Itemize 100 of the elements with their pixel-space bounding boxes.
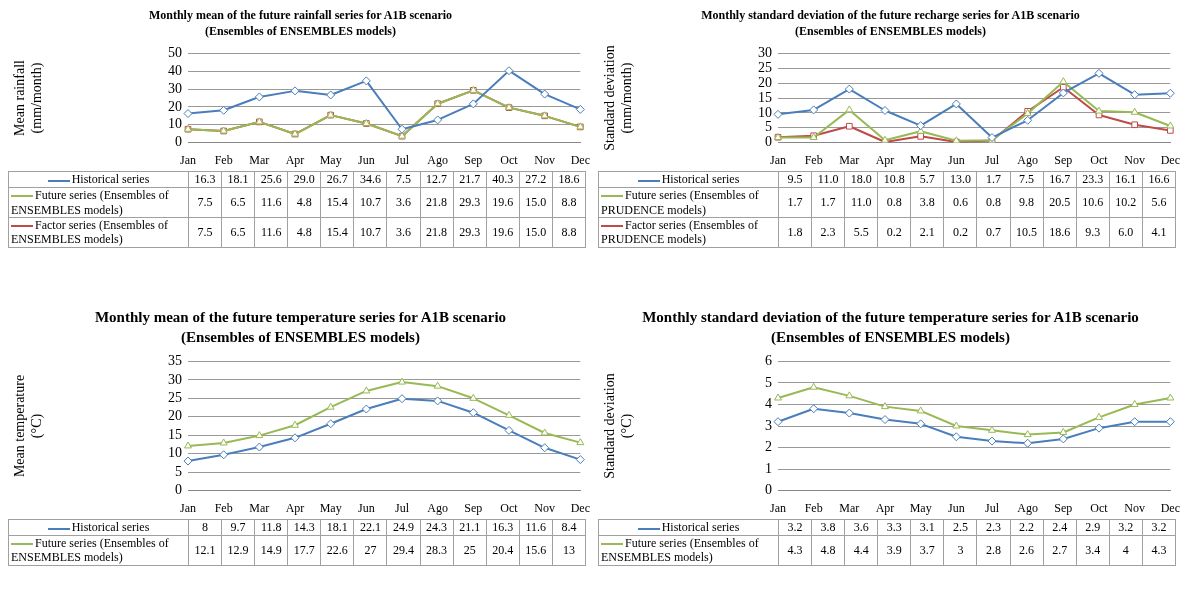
data-label: 8 bbox=[188, 519, 222, 536]
data-label: 15.4 bbox=[320, 187, 354, 218]
data-label: 3.7 bbox=[910, 535, 944, 566]
data-label: 0.8 bbox=[877, 187, 911, 218]
legend-label: Future series (Ensembles of ENSEMBLES models) bbox=[601, 536, 759, 565]
data-label: 21.8 bbox=[420, 217, 454, 248]
data-label: 3.6 bbox=[386, 217, 421, 248]
data-label: 2.3 bbox=[811, 217, 845, 248]
data-label: 3.2 bbox=[1142, 519, 1176, 536]
x-tick-label: Sep bbox=[464, 153, 483, 168]
data-label: 3.1 bbox=[910, 519, 944, 536]
x-tick-label: Jul bbox=[395, 153, 410, 168]
x-tick-label: Jul bbox=[985, 500, 1000, 515]
x-tick-label: Apr bbox=[875, 500, 895, 515]
x-tick-label: Jun bbox=[948, 153, 965, 168]
x-tick-label: Apr bbox=[875, 153, 895, 168]
data-label: 4.8 bbox=[811, 535, 845, 566]
legend-label: Future series (Ensembles of PRUDENCE models) bbox=[601, 188, 759, 217]
data-label: 23.3 bbox=[1076, 171, 1110, 188]
data-label: 14.3 bbox=[287, 519, 321, 536]
data-label: 1.8 bbox=[778, 217, 812, 248]
data-label: 3.3 bbox=[877, 519, 911, 536]
data-label: 21.1 bbox=[453, 519, 487, 536]
y-tick-label: 0 bbox=[175, 482, 182, 498]
x-tick-label: May bbox=[319, 500, 342, 515]
y-axis-title: Standard deviation (°C) bbox=[602, 373, 635, 479]
x-tick-label: Mar bbox=[249, 500, 270, 515]
data-label: 2.5 bbox=[943, 519, 977, 536]
y-tick-label: 25 bbox=[758, 60, 772, 76]
data-label: 10.6 bbox=[1076, 187, 1110, 218]
data-label: 9.7 bbox=[221, 519, 255, 536]
data-label: 10.5 bbox=[1010, 217, 1044, 248]
data-label: 18.0 bbox=[844, 171, 878, 188]
legend-label: Historical series bbox=[71, 172, 150, 187]
y-tick-label: 5 bbox=[765, 374, 772, 390]
x-tick-label: Jan bbox=[180, 153, 196, 168]
data-label: 6.0 bbox=[1109, 217, 1143, 248]
data-label: 7.5 bbox=[386, 171, 421, 188]
data-label: 2.4 bbox=[1043, 519, 1077, 536]
data-label: 40.3 bbox=[486, 171, 520, 188]
x-tick-label: Jun bbox=[358, 500, 375, 515]
x-tick-label: Nov bbox=[534, 500, 556, 515]
data-label: 11.0 bbox=[844, 187, 878, 218]
y-tick-label: 0 bbox=[175, 134, 182, 150]
y-tick-label: 25 bbox=[168, 389, 182, 405]
x-tick-label: Dec bbox=[1160, 153, 1180, 168]
y-tick-label: 20 bbox=[168, 98, 182, 114]
chart-title: Monthly mean of the future temperature series for A1B scenario (Ensembles of ENSEMBLES models) bbox=[93, 308, 508, 347]
data-label: 21.8 bbox=[420, 187, 454, 218]
y-tick-label: 20 bbox=[758, 74, 772, 90]
data-label: 5.5 bbox=[844, 217, 878, 248]
data-label: 24.3 bbox=[420, 519, 454, 536]
data-label: 1.7 bbox=[778, 187, 812, 218]
x-tick-label: Nov bbox=[1124, 500, 1146, 515]
data-label: 7.5 bbox=[188, 217, 222, 248]
data-label: 11.0 bbox=[811, 171, 845, 188]
data-label: 20.5 bbox=[1043, 187, 1077, 218]
x-tick-label: Mar bbox=[839, 153, 860, 168]
legend-label: Historical series bbox=[661, 172, 740, 187]
y-tick-label: 15 bbox=[758, 89, 772, 105]
x-tick-label: Mar bbox=[839, 500, 860, 515]
data-label: 18.1 bbox=[221, 171, 255, 188]
data-label: 2.7 bbox=[1043, 535, 1077, 566]
data-label: 13.0 bbox=[943, 171, 977, 188]
data-label: 10.2 bbox=[1109, 187, 1143, 218]
data-label: 3.9 bbox=[877, 535, 911, 566]
data-label: 16.1 bbox=[1109, 171, 1143, 188]
data-label: 3.8 bbox=[811, 519, 845, 536]
data-label: 12.9 bbox=[221, 535, 255, 566]
y-tick-label: 5 bbox=[175, 463, 182, 479]
data-label: 4.8 bbox=[287, 217, 321, 248]
x-tick-label: Oct bbox=[1090, 500, 1109, 515]
data-label: 12.7 bbox=[420, 171, 454, 188]
data-label: 14.9 bbox=[254, 535, 288, 566]
data-label: 27.2 bbox=[519, 171, 553, 188]
x-tick-label: Jan bbox=[770, 500, 786, 515]
x-tick-label: Oct bbox=[500, 153, 519, 168]
data-label: 16.7 bbox=[1043, 171, 1077, 188]
data-label: 16.6 bbox=[1142, 171, 1176, 188]
legend-label: Factor series (Ensembles of ENSEMBLES models) bbox=[11, 217, 168, 247]
y-tick-label: 30 bbox=[168, 371, 182, 387]
x-tick-label: Dec bbox=[570, 153, 590, 168]
data-label: 5.7 bbox=[910, 171, 944, 188]
y-tick-label: 10 bbox=[758, 104, 772, 120]
data-label: 28.3 bbox=[420, 535, 454, 566]
data-label: 3.6 bbox=[844, 519, 878, 536]
data-label: 3.2 bbox=[778, 519, 812, 536]
data-label: 6.5 bbox=[221, 217, 255, 248]
y-tick-label: 4 bbox=[765, 396, 772, 412]
y-tick-label: 30 bbox=[168, 80, 182, 96]
x-tick-label: Ago bbox=[427, 153, 449, 168]
data-label: 19.6 bbox=[486, 217, 520, 248]
data-label: 11.6 bbox=[519, 519, 553, 536]
data-label: 0.6 bbox=[943, 187, 977, 218]
data-label: 12.1 bbox=[188, 535, 222, 566]
x-tick-label: Mar bbox=[249, 153, 270, 168]
x-tick-label: May bbox=[909, 500, 932, 515]
x-tick-label: Jun bbox=[358, 153, 375, 168]
data-label: 29.3 bbox=[453, 217, 487, 248]
data-label: 11.8 bbox=[254, 519, 288, 536]
